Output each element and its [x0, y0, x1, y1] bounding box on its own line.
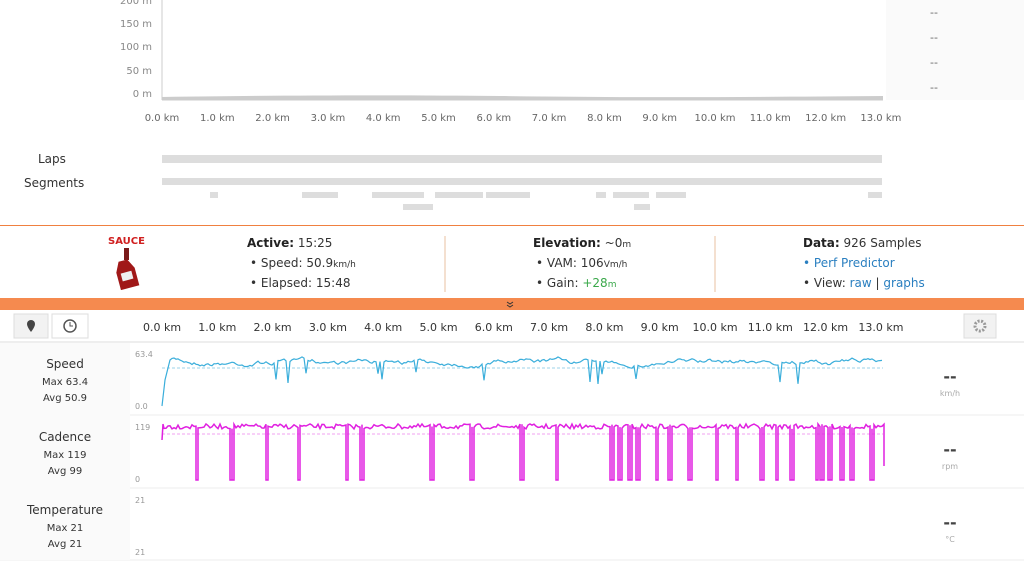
side-value: -- [930, 56, 938, 69]
x-tick-label: 2.0 km [255, 113, 290, 124]
x-tick-label: 13.0 km [860, 113, 902, 124]
speed: • Speed: 50.9km/h [250, 256, 356, 270]
axis-top: 21 [135, 496, 146, 505]
logo: SAUCE [108, 236, 145, 247]
data-count: Data: 926 Samples [803, 236, 922, 250]
segments-label: Segments [24, 176, 85, 190]
elapsed: • Elapsed: 15:48 [250, 276, 351, 290]
axis-bottom: 0.0 [135, 402, 148, 411]
x-tick-label: 6.0 km [474, 321, 513, 334]
x-tick-label: 11.0 km [747, 321, 793, 334]
stream-unit: km/h [939, 389, 961, 398]
x-tick-label: 10.0 km [694, 113, 736, 124]
x-tick-label: 11.0 km [749, 113, 791, 124]
x-tick-label: 12.0 km [803, 321, 849, 334]
axis-top: 63.4 [135, 350, 153, 359]
side-value: -- [930, 81, 938, 94]
lap-bar [162, 155, 882, 163]
stream-value: -- [943, 513, 957, 532]
x-tick-label: 1.0 km [199, 113, 235, 124]
x-tick-label: 5.0 km [421, 113, 456, 124]
chevron [506, 301, 514, 308]
side-value: -- [930, 31, 938, 44]
collapse-bar[interactable] [0, 298, 1024, 310]
segment-bar [162, 178, 882, 185]
stream-name: Temperature [26, 503, 103, 517]
stream-value: -- [943, 440, 957, 459]
y-tick-label: 0 m [132, 88, 152, 100]
elevation-area [162, 95, 883, 100]
x-tick-label: 1.0 km [198, 321, 237, 334]
stream-avg: Avg 50.9 [43, 393, 87, 404]
label-column [0, 343, 130, 560]
segments [210, 192, 882, 210]
x-tick-label: 2.0 km [253, 321, 292, 334]
x-tick-label: 12.0 km [805, 113, 847, 124]
y-tick-label: 150 m [119, 19, 152, 31]
view: • View: raw | graphs [803, 276, 925, 290]
speed-trace [161, 356, 883, 407]
side-value: -- [930, 6, 938, 19]
axis-top: 119 [135, 423, 151, 432]
x-tick-label: 4.0 km [364, 321, 403, 334]
x-tick-label: 8.0 km [585, 321, 624, 334]
x-tick-label: 6.0 km [476, 113, 512, 124]
x-tick-label: 4.0 km [365, 113, 401, 124]
cadence-trace [161, 421, 885, 481]
clock-icon [63, 319, 77, 333]
vam: • VAM: 106Vm/h [536, 256, 628, 270]
y-tick-label: 200 m [119, 0, 152, 7]
gain: • Gain: +28m [536, 276, 617, 290]
stream-value: -- [943, 367, 957, 386]
x-tick-label: 7.0 km [530, 321, 569, 334]
active: Active: 15:25 [247, 236, 333, 250]
axis-bottom: 0 [135, 475, 141, 484]
pin-icon [27, 320, 35, 332]
x-tick-label: 9.0 km [642, 113, 677, 124]
stream-max: Max 119 [43, 450, 87, 461]
y-tick-label: 50 m [126, 65, 152, 77]
laps-label: Laps [38, 152, 66, 166]
x-tick-label: 0.0 km [142, 321, 182, 334]
x-tick-label: 7.0 km [531, 113, 567, 124]
stream-avg: Avg 21 [47, 539, 83, 550]
clock-hand [69, 322, 73, 327]
axis-bottom: 21 [135, 548, 146, 557]
side-panel [886, 0, 1024, 100]
x-tick-label: 8.0 km [587, 113, 622, 124]
x-tick-label: 3.0 km [308, 321, 347, 334]
bottle [116, 248, 140, 290]
stream-unit: rpm [941, 462, 959, 471]
y-tick-label: 100 m [119, 42, 152, 54]
perf-predictor[interactable]: • Perf Predictor [803, 256, 895, 270]
x-tick-label: 9.0 km [640, 321, 679, 334]
x-tick-label: 10.0 km [692, 321, 738, 334]
x-tick-label: 3.0 km [310, 113, 346, 124]
stream-avg: Avg 99 [47, 466, 83, 477]
stream-max: Max 63.4 [41, 377, 89, 388]
raw-link[interactable]: raw [849, 276, 872, 290]
gear-icon [973, 319, 987, 333]
graphs-link[interactable]: graphs [883, 276, 925, 290]
stream-name: Cadence [38, 430, 92, 444]
x-tick-label: 13.0 km [858, 321, 904, 334]
stream-max: Max 21 [46, 523, 84, 534]
x-tick-label: 0.0 km [144, 113, 180, 124]
settings-button[interactable] [963, 313, 997, 339]
elevation: Elevation: ~0m [533, 236, 632, 250]
stream-name: Speed [46, 357, 84, 371]
stream-unit: °C [945, 535, 955, 544]
x-tick-label: 5.0 km [419, 321, 458, 334]
